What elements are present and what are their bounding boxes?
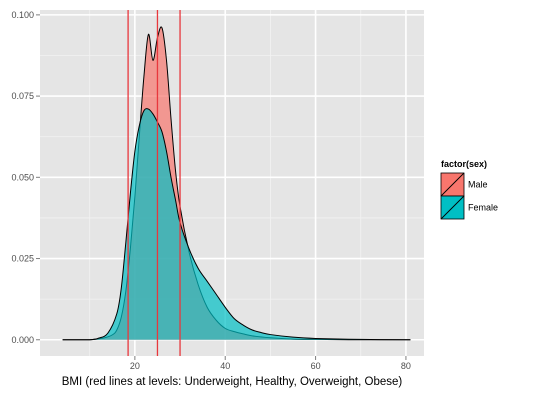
- density-area-female: [62, 108, 411, 340]
- legend-label-male: Male: [468, 180, 488, 190]
- legend: factor(sex) Male Female: [440, 159, 498, 220]
- plot-panel: [40, 10, 424, 356]
- y-tick-label: 0.000: [11, 335, 34, 345]
- x-axis-title: BMI (red lines at levels: Underweight, H…: [62, 376, 403, 388]
- density-line-female: [62, 108, 411, 341]
- y-tick-label: 0.025: [11, 254, 34, 264]
- y-tick-label: 0.075: [11, 91, 34, 101]
- x-axis-ticks: 20 40 60 80: [130, 356, 411, 371]
- x-tick-label: 20: [130, 361, 140, 371]
- x-tick-label: 60: [311, 361, 321, 371]
- y-tick-label: 0.050: [11, 172, 34, 182]
- reference-lines: [127, 10, 181, 356]
- density-areas: [62, 26, 411, 341]
- legend-key-slash-male: [440, 172, 465, 197]
- x-tick-label: 80: [401, 361, 411, 371]
- x-tick-label: 40: [220, 361, 230, 371]
- legend-key-slash-female: [440, 195, 465, 220]
- legend-label-female: Female: [468, 203, 498, 213]
- y-axis-ticks: 0.000 0.025 0.050 0.075 0.100: [11, 10, 40, 345]
- legend-title: factor(sex): [441, 159, 487, 169]
- y-tick-label: 0.100: [11, 10, 34, 20]
